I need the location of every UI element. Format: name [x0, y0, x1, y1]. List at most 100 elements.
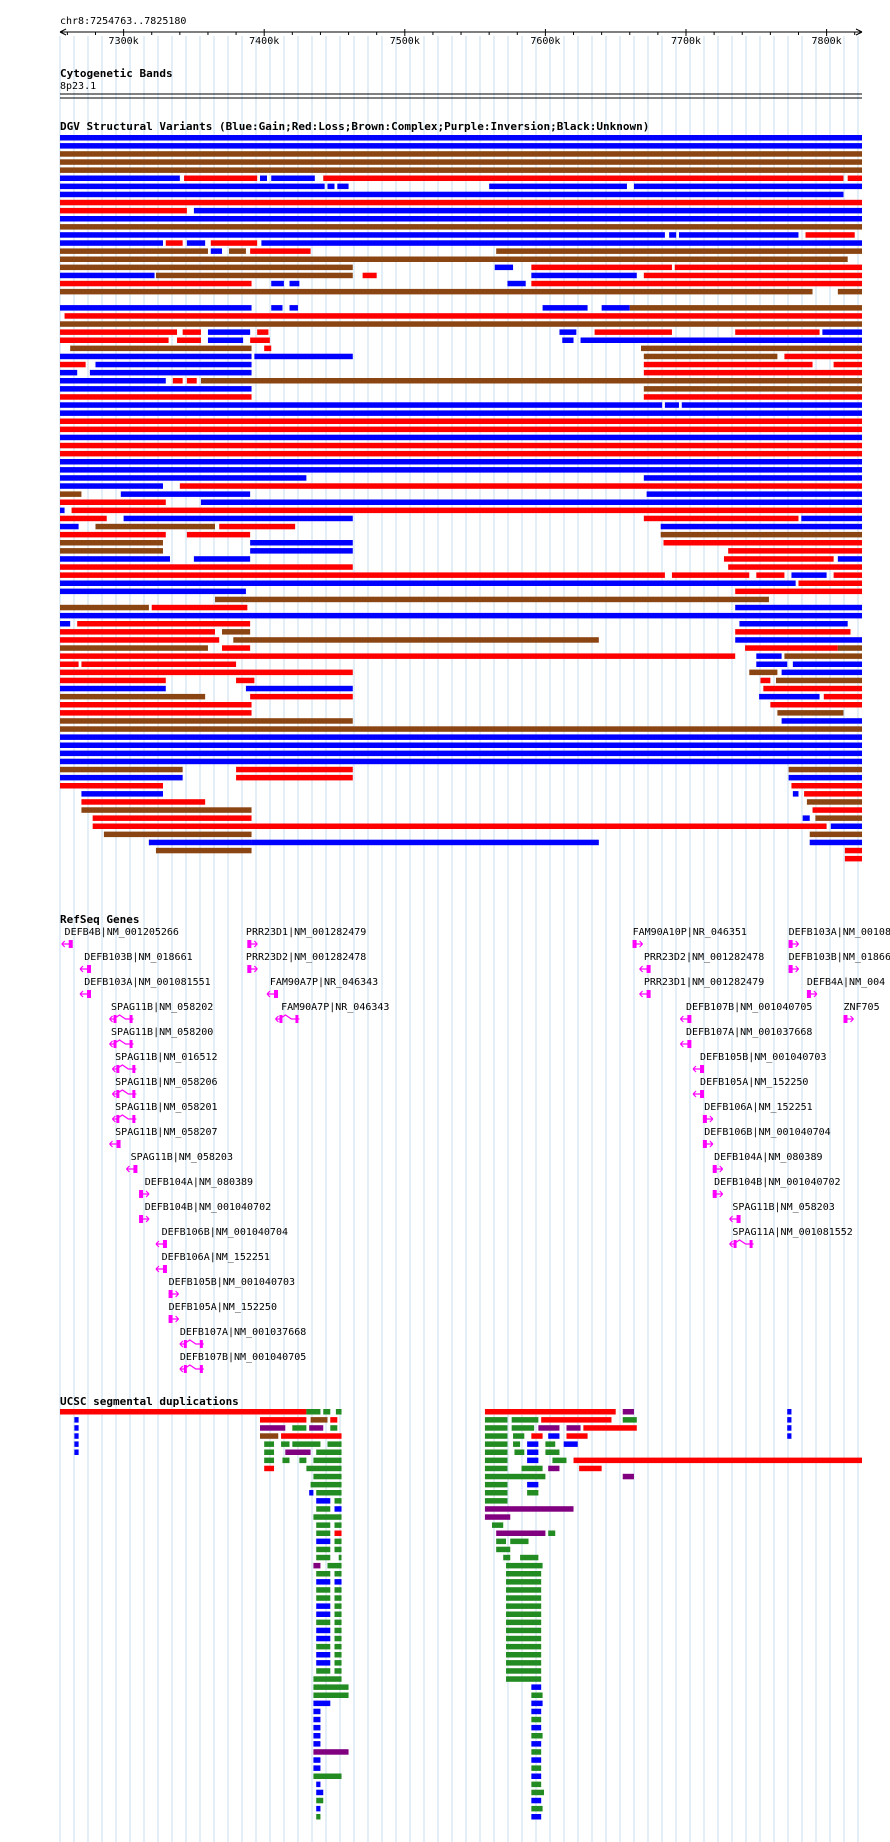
gene-glyph[interactable]	[179, 1364, 204, 1373]
segdup-block[interactable]	[506, 1619, 542, 1626]
dgv-variant[interactable]	[60, 394, 252, 400]
segdup-block[interactable]	[309, 1425, 324, 1431]
dgv-variant[interactable]	[788, 766, 862, 773]
segdup-block[interactable]	[281, 1433, 342, 1439]
segdup-block[interactable]	[484, 1409, 616, 1415]
segdup-block[interactable]	[313, 1765, 321, 1771]
dgv-variant[interactable]	[179, 483, 862, 489]
dgv-variant[interactable]	[103, 831, 252, 838]
dgv-variant[interactable]	[60, 199, 862, 206]
gene-glyph[interactable]	[788, 965, 800, 973]
segdup-block[interactable]	[313, 1676, 342, 1682]
segdup-block[interactable]	[541, 1417, 612, 1423]
segdup-block[interactable]	[583, 1425, 637, 1431]
segdup-block[interactable]	[316, 1635, 331, 1642]
dgv-variant[interactable]	[60, 564, 353, 570]
segdup-block[interactable]	[313, 1757, 321, 1763]
dgv-variant[interactable]	[812, 807, 862, 813]
segdup-block[interactable]	[531, 1692, 543, 1699]
segdup-block[interactable]	[334, 1587, 342, 1593]
dgv-variant[interactable]	[823, 693, 862, 700]
dgv-variant[interactable]	[739, 621, 848, 627]
dgv-variant[interactable]	[798, 580, 862, 587]
dgv-variant[interactable]	[663, 540, 862, 546]
segdup-block[interactable]	[264, 1449, 275, 1456]
dgv-variant[interactable]	[60, 523, 79, 530]
dgv-variant[interactable]	[207, 329, 251, 335]
dgv-variant[interactable]	[531, 280, 862, 287]
dgv-variant[interactable]	[60, 556, 171, 562]
dgv-variant[interactable]	[60, 750, 862, 757]
dgv-variant[interactable]	[60, 499, 166, 506]
gene-label[interactable]: FAM90A7P|NR_046343	[270, 977, 378, 988]
dgv-variant[interactable]	[60, 726, 862, 732]
segdup-block[interactable]	[484, 1473, 546, 1480]
dgv-variant[interactable]	[60, 629, 215, 635]
segdup-block[interactable]	[527, 1457, 539, 1464]
gene-label[interactable]: DEFB106B|NM_001040704	[704, 1127, 830, 1138]
gene-glyph[interactable]	[702, 1140, 714, 1148]
dgv-variant[interactable]	[489, 183, 627, 190]
segdup-block[interactable]	[622, 1473, 634, 1480]
dgv-variant[interactable]	[60, 572, 665, 578]
dgv-variant[interactable]	[562, 337, 574, 344]
segdup-block[interactable]	[496, 1546, 511, 1553]
dgv-variant[interactable]	[95, 361, 252, 368]
dgv-variant[interactable]	[643, 394, 862, 400]
dgv-variant[interactable]	[155, 272, 353, 279]
dgv-variant[interactable]	[60, 402, 663, 408]
dgv-variant[interactable]	[259, 175, 268, 182]
dgv-variant[interactable]	[60, 386, 252, 392]
dgv-variant[interactable]	[646, 491, 862, 497]
dgv-variant[interactable]	[60, 742, 862, 749]
segdup-block[interactable]	[334, 1619, 342, 1626]
segdup-block[interactable]	[552, 1457, 567, 1464]
segdup-block[interactable]	[334, 1660, 342, 1666]
segdup-block[interactable]	[313, 1773, 342, 1780]
dgv-variant[interactable]	[362, 272, 377, 279]
dgv-variant[interactable]	[60, 434, 862, 441]
dgv-variant[interactable]	[60, 240, 163, 246]
dgv-variant[interactable]	[60, 410, 862, 416]
dgv-variant[interactable]	[806, 799, 862, 805]
segdup-block[interactable]	[506, 1595, 542, 1601]
gene-glyph[interactable]	[179, 1339, 204, 1348]
segdup-block[interactable]	[264, 1441, 275, 1447]
segdup-block[interactable]	[313, 1700, 331, 1707]
dgv-variant[interactable]	[664, 402, 679, 408]
gene-label[interactable]: SPAG11B|NM_058207	[115, 1127, 217, 1138]
gene-glyph[interactable]	[712, 1190, 724, 1198]
segdup-block[interactable]	[531, 1716, 542, 1723]
dgv-variant[interactable]	[250, 540, 353, 546]
gene-label[interactable]: DEFB107A|NM_001037668	[686, 1027, 812, 1038]
segdup-block[interactable]	[335, 1409, 342, 1415]
dgv-variant[interactable]	[60, 143, 862, 149]
segdup-block[interactable]	[313, 1457, 342, 1464]
dgv-variant[interactable]	[559, 329, 577, 335]
dgv-variant[interactable]	[784, 653, 862, 659]
gene-label[interactable]: DEFB107A|NM_001037668	[180, 1327, 306, 1338]
segdup-block[interactable]	[545, 1449, 560, 1456]
segdup-block[interactable]	[313, 1684, 349, 1690]
segdup-block[interactable]	[334, 1627, 342, 1634]
dgv-variant[interactable]	[681, 402, 862, 408]
gene-label[interactable]: DEFB103A|NM_00108	[789, 927, 890, 938]
gene-label[interactable]: SPAG11B|NM_058202	[111, 1002, 213, 1013]
segdup-block[interactable]	[531, 1797, 542, 1804]
dgv-variant[interactable]	[775, 677, 862, 684]
dgv-variant[interactable]	[801, 515, 862, 522]
dgv-variant[interactable]	[660, 523, 862, 530]
segdup-block[interactable]	[787, 1433, 792, 1439]
dgv-variant[interactable]	[674, 264, 862, 271]
dgv-variant[interactable]	[60, 418, 862, 425]
segdup-block[interactable]	[484, 1449, 508, 1456]
dgv-variant[interactable]	[847, 175, 862, 182]
dgv-variant[interactable]	[89, 369, 252, 376]
dgv-variant[interactable]	[95, 523, 215, 530]
segdup-block[interactable]	[531, 1700, 543, 1707]
dgv-variant[interactable]	[60, 515, 107, 522]
gene-label[interactable]: DEFB107B|NM_001040705	[686, 1002, 812, 1013]
dgv-variant[interactable]	[81, 791, 163, 797]
gene-label[interactable]: PRR23D2|NM_001282478	[246, 952, 366, 963]
dgv-variant[interactable]	[193, 207, 863, 214]
